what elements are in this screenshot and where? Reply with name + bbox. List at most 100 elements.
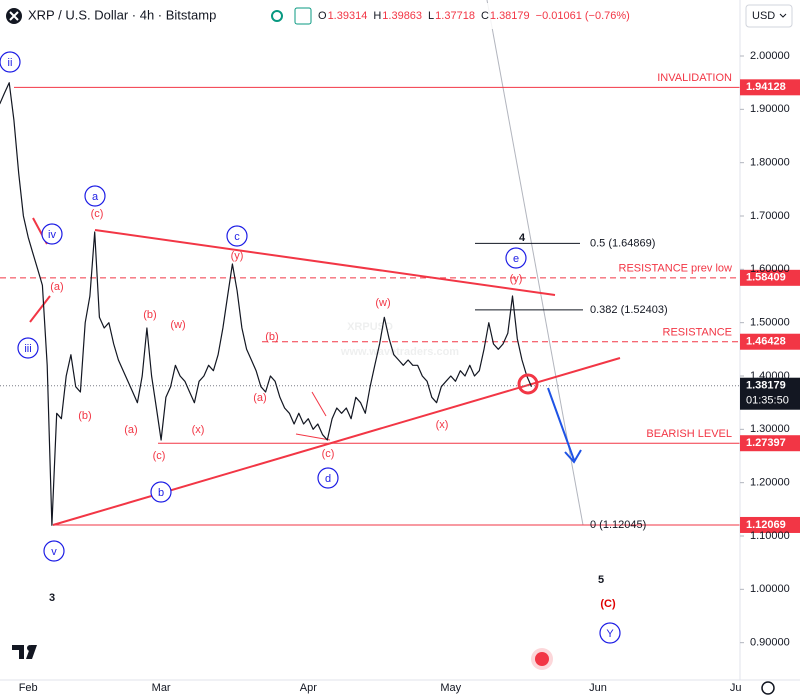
settings-button[interactable] <box>761 681 775 695</box>
wedge-line <box>29 295 51 323</box>
last-price-label: 1.38179 <box>746 380 786 392</box>
x-tick-label: Apr <box>300 682 317 694</box>
price-tag-label: 1.46428 <box>746 336 786 348</box>
wedge-line <box>295 433 331 441</box>
ohlc-value: 1.37718 <box>435 10 475 22</box>
wave-circle <box>0 51 21 73</box>
wave-label: (x) <box>192 424 205 436</box>
wave-circle <box>41 223 63 245</box>
fib-label: 0 (1.12045) <box>590 519 646 531</box>
wave-label: Y <box>606 628 614 640</box>
wave-label: (y) <box>231 250 244 262</box>
highlight-circle <box>517 373 539 395</box>
wave-label: (b) <box>143 309 156 321</box>
fib-label: 0.382 (1.52403) <box>590 304 668 316</box>
level-label: BEARISH LEVEL <box>646 428 732 440</box>
ohlc-label: C <box>481 10 489 22</box>
y-tick-label: 1.00000 <box>750 583 790 595</box>
wave-circle <box>317 467 339 489</box>
price-tag <box>740 79 800 96</box>
price-axis <box>740 0 800 700</box>
ohlc: O 1.39314 H 1.39863 L 1.37718 C 1.38179 −0.01061… <box>318 10 630 22</box>
x-tick-label: Jun <box>589 682 607 694</box>
last-price-tag <box>740 377 800 410</box>
logo-dot <box>27 645 33 651</box>
y-tick-label: 1.80000 <box>750 157 790 169</box>
wave-label: c <box>234 231 240 243</box>
price-tag <box>740 269 800 286</box>
wedge-line <box>311 391 327 417</box>
wave-circle <box>84 185 106 207</box>
wave-circle <box>150 481 172 503</box>
wave-label: (w) <box>375 297 390 309</box>
fib-label: 0.5 (1.64869) <box>590 237 655 249</box>
wave-label: b <box>158 487 164 499</box>
level-label: RESISTANCE prev low <box>619 263 733 275</box>
wave-label: (a) <box>50 281 63 293</box>
wave-label: (a) <box>124 424 137 436</box>
status-icon <box>294 7 312 25</box>
level-label: INVALIDATION <box>657 72 732 84</box>
ohlc-label: L <box>428 10 434 22</box>
symbol-icon-mark <box>9 11 19 21</box>
ohlc-label: H <box>373 10 381 22</box>
y-tick-label: 1.40000 <box>750 370 790 382</box>
news-icon <box>531 648 553 670</box>
y-tick-label: 1.90000 <box>750 103 790 115</box>
wave-label: (b) <box>265 331 278 343</box>
currency-button[interactable] <box>745 4 793 28</box>
wave-label: (x) <box>436 419 449 431</box>
price-tag <box>740 516 800 533</box>
y-tick-label: 1.30000 <box>750 423 790 435</box>
status-dot <box>271 10 283 22</box>
wave-label: 5 <box>598 574 604 586</box>
wave-label: ii <box>8 57 13 69</box>
tv-logo <box>12 645 37 659</box>
overlay: 1.94128 1.58409 1.46428 1.27397 1.12069 1.381… <box>0 51 800 644</box>
watermark: www.wavetraders.com <box>340 346 459 358</box>
wave-circle <box>505 247 527 269</box>
ohlc-label: O <box>318 10 327 22</box>
legend-box <box>0 3 655 29</box>
wave-circle <box>43 540 65 562</box>
wave-label: (c) <box>153 450 166 462</box>
wave-label: (w) <box>170 319 185 331</box>
y-tick-label: 1.20000 <box>750 477 790 489</box>
price-tag-label: 1.12069 <box>746 519 786 531</box>
change: −0.01061 (−0.76%) <box>536 10 630 22</box>
forecast-arrow <box>547 387 582 464</box>
wave-label: (a) <box>253 392 266 404</box>
wave-label: 3 <box>49 592 55 604</box>
wave-label: 4 <box>519 232 526 244</box>
y-tick-label: 1.60000 <box>750 263 790 275</box>
countdown: 01:35:50 <box>746 395 789 407</box>
price-tag-label: 1.58409 <box>746 272 786 284</box>
y-tick-label: 0.90000 <box>750 637 790 649</box>
price-tag-label: 1.94128 <box>746 81 786 93</box>
wave-circle <box>226 225 248 247</box>
wave-label: d <box>325 473 331 485</box>
wave-label: e <box>513 253 519 265</box>
level-label: RESISTANCE <box>663 327 732 339</box>
x-tick-label: May <box>440 682 461 694</box>
plot-area: XRPUSDwww.wavetraders.comINVALIDATIONRES… <box>0 0 740 531</box>
wave-label: (c) <box>322 448 335 460</box>
price-tag <box>740 333 800 350</box>
price-tag-label: 1.27397 <box>746 437 786 449</box>
wave-label: iv <box>48 229 56 241</box>
price-tag <box>740 435 800 452</box>
currency[interactable]: USD <box>752 10 775 22</box>
wave-label: (c) <box>91 208 104 220</box>
ohlc-value: 1.39314 <box>328 10 368 22</box>
symbol: XRP / U.S. Dollar · 4h · Bitstamp <box>28 7 216 22</box>
wave-label: iii <box>24 343 31 355</box>
x-tick-label: Ju <box>730 682 742 694</box>
y-tick-label: 1.50000 <box>750 317 790 329</box>
x-tick-label: Feb <box>19 682 38 694</box>
wave-circle <box>17 337 39 359</box>
dropdown-icon[interactable] <box>779 13 787 18</box>
wave-label: (C) <box>600 598 616 610</box>
x-tick-label: Mar <box>152 682 171 694</box>
